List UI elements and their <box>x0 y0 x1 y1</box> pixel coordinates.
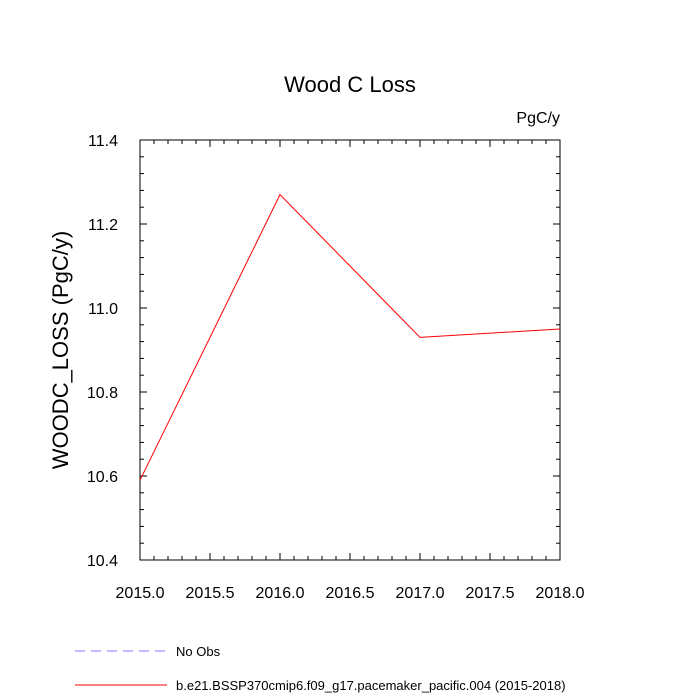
legend-label: No Obs <box>176 644 221 659</box>
plot-frame <box>139 139 561 561</box>
x-tick-label: 2017.5 <box>466 585 515 602</box>
y-tick-label: 10.8 <box>87 385 118 402</box>
axis-ticks <box>139 139 561 561</box>
y-tick-label: 11.0 <box>88 301 118 318</box>
units-label: PgC/y <box>516 110 560 127</box>
x-tick-label: 2017.0 <box>396 585 445 602</box>
x-tick-label: 2018.0 <box>536 585 585 602</box>
legend-label: b.e21.BSSP370cmip6.f09_g17.pacemaker_pac… <box>176 678 566 693</box>
y-tick-label: 11.4 <box>88 133 118 150</box>
y-tick-label: 10.6 <box>87 469 118 486</box>
y-tick-label: 10.4 <box>87 553 118 570</box>
chart-title: Wood C Loss <box>284 72 416 97</box>
series-line <box>139 193 561 481</box>
legend: No Obs b.e21.BSSP370cmip6.f09_g17.pacemak… <box>75 644 566 693</box>
x-tick-label: 2016.0 <box>256 585 305 602</box>
x-tick-label: 2015.5 <box>186 585 235 602</box>
x-tick-label: 2016.5 <box>326 585 375 602</box>
x-tick-label: 2015.0 <box>116 585 165 602</box>
y-axis-label: WOODC_LOSS (PgC/y) <box>48 231 73 469</box>
tick-labels: 2015.0 2015.5 2016.0 2016.5 2017.0 2017.5 2018… <box>87 133 585 602</box>
y-tick-label: 11.2 <box>88 217 118 234</box>
series-layer <box>139 193 561 481</box>
